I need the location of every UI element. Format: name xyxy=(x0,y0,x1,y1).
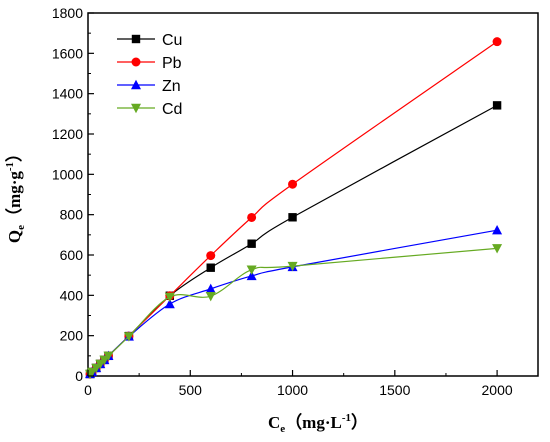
data-point-cd xyxy=(205,291,216,302)
y-tick-label: 1200 xyxy=(52,126,83,142)
x-tick-label: 1000 xyxy=(277,382,308,398)
data-point-pb xyxy=(206,251,216,261)
x-axis-label: Ce（mg·L-1） xyxy=(268,412,368,435)
series-lines xyxy=(85,37,503,380)
legend-item-cd: Cd xyxy=(117,101,182,118)
series-pb xyxy=(85,37,502,379)
series-line-zn xyxy=(89,229,498,375)
plot-frame xyxy=(87,12,539,377)
series-line-cu xyxy=(89,104,498,375)
y-tick-label: 600 xyxy=(60,247,84,263)
legend-label: Pb xyxy=(162,55,182,72)
y-tick-label: 400 xyxy=(60,287,84,303)
y-tick-label: 200 xyxy=(60,328,84,344)
data-point-cd xyxy=(492,244,503,254)
series-zn xyxy=(85,224,503,379)
data-point-pb xyxy=(288,179,298,189)
y-tick-label: 1000 xyxy=(52,166,83,182)
legend-item-pb: Pb xyxy=(117,55,182,72)
legend-item-cu: Cu xyxy=(117,32,182,49)
plot-area-border xyxy=(87,12,539,377)
data-point-cu xyxy=(206,263,215,272)
y-axis-label: Qe（mg·g-1） xyxy=(4,145,27,243)
legend-label: Cd xyxy=(162,101,182,118)
y-tick-label: 1600 xyxy=(52,45,83,61)
y-tick-label: 0 xyxy=(75,368,83,384)
data-point-zn xyxy=(164,298,175,309)
data-point-cu xyxy=(492,101,502,110)
data-point-zn xyxy=(492,224,503,235)
x-tick-label: 0 xyxy=(84,382,92,398)
y-tick-label: 1800 xyxy=(52,5,83,21)
data-point-pb xyxy=(247,212,257,222)
data-point-cd xyxy=(123,332,134,342)
legend-label: Zn xyxy=(162,78,181,95)
y-tick-label: 800 xyxy=(60,207,84,223)
legend-swatch-marker xyxy=(131,34,141,44)
y-tick-label: 1400 xyxy=(52,86,83,102)
legend-item-zn: Zn xyxy=(117,78,181,95)
x-tick-label: 1500 xyxy=(379,382,410,398)
series-line-pb xyxy=(89,41,498,375)
series-cd xyxy=(85,244,503,380)
data-point-cd xyxy=(287,261,298,272)
legend-swatch-marker xyxy=(131,103,141,114)
x-tick-label: 2000 xyxy=(482,382,513,398)
data-point-cu xyxy=(288,213,297,222)
legend: Cu Pb Zn Cd xyxy=(117,32,182,118)
x-tick-label: 500 xyxy=(179,382,203,398)
data-point-cu xyxy=(247,239,256,248)
legend-swatch-marker xyxy=(131,79,141,90)
data-point-cd xyxy=(103,351,114,362)
legend-swatch-marker xyxy=(131,57,141,67)
data-point-cd xyxy=(246,265,257,275)
data-point-zn xyxy=(246,270,257,281)
legend-label: Cu xyxy=(162,32,182,49)
data-point-pb xyxy=(492,37,502,47)
data-point-cd xyxy=(164,292,175,303)
data-point-zn xyxy=(205,283,216,294)
series-cu xyxy=(85,101,502,379)
axis-ticks: 0 500 1000 1500 2000 0 200 400 600 800 1000 1200 140… xyxy=(52,5,513,398)
